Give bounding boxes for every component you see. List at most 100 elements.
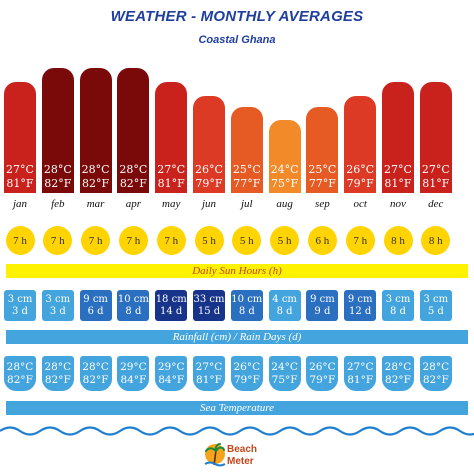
temperature-column: 27°C 81°F bbox=[4, 55, 36, 193]
rainfall-box: 33 cm 15 d bbox=[193, 290, 225, 321]
temperature-fahrenheit: 81°F bbox=[384, 177, 412, 190]
temperature-column: 27°C 81°F bbox=[382, 55, 414, 193]
temperature-bar: 25°C 77°F bbox=[230, 106, 263, 193]
temperature-celsius: 27°C bbox=[157, 163, 186, 176]
sea-temperature-box: 28°C 82°F bbox=[382, 356, 414, 391]
sea-temperature-box: 26°C 79°F bbox=[230, 356, 263, 391]
sun-hours-badge: 6 h bbox=[307, 226, 337, 255]
temperature-value: 28°C 82°F bbox=[119, 163, 147, 191]
temperature-celsius: 27°C bbox=[384, 163, 412, 176]
sea-temperature-box: 28°C 82°F bbox=[79, 356, 112, 391]
temperature-bar: 27°C 81°F bbox=[4, 82, 36, 193]
sun-hours-label: Daily Sun Hours (h) bbox=[192, 265, 282, 277]
sea-fahrenheit: 84°F bbox=[158, 373, 185, 386]
rain-days: 15 d bbox=[197, 305, 221, 317]
page-title: WEATHER - MONTHLY AVERAGES bbox=[110, 8, 364, 25]
month-label: jul bbox=[240, 198, 253, 210]
rainfall-box: 18 cm 14 d bbox=[155, 290, 188, 321]
sea-celsius: 24°C bbox=[271, 360, 298, 373]
temperature-bar: 26°C 79°F bbox=[344, 96, 377, 193]
sea-celsius: 27°C bbox=[195, 360, 223, 373]
page-subtitle: Coastal Ghana bbox=[198, 34, 276, 46]
sun-hours-badge: 8 h bbox=[421, 226, 451, 255]
rainfall-cm: 3 cm bbox=[45, 293, 71, 305]
temperature-celsius: 26°C bbox=[346, 163, 375, 176]
rain-days: 8 d bbox=[125, 305, 142, 317]
temperature-column: 27°C 81°F bbox=[155, 55, 188, 193]
month-label: jan bbox=[12, 198, 28, 210]
rainfall-box: 3 cm 3 d bbox=[4, 290, 36, 321]
sea-celsius: 28°C bbox=[44, 360, 72, 373]
temperature-celsius: 25°C bbox=[308, 163, 337, 176]
temperature-value: 27°C 81°F bbox=[157, 163, 185, 191]
month-label: aug bbox=[276, 198, 293, 210]
sea-fahrenheit: 75°F bbox=[271, 373, 298, 386]
sea-temperature-box: 27°C 81°F bbox=[193, 356, 225, 391]
temperature-column: 27°C 81°F bbox=[419, 55, 452, 193]
temperature-bar: 27°C 81°F bbox=[382, 82, 414, 193]
rainfall-cm: 3 cm bbox=[423, 293, 449, 305]
temperature-value: 27°C 81°F bbox=[6, 163, 34, 191]
rainfall-cm: 10 cm bbox=[117, 293, 149, 305]
sea-temperature-box: 29°C 84°F bbox=[117, 356, 150, 391]
temperature-value: 28°C 82°F bbox=[44, 163, 72, 191]
temperature-celsius: 27°C bbox=[6, 163, 34, 176]
temperature-fahrenheit: 79°F bbox=[346, 177, 374, 190]
temperature-fahrenheit: 81°F bbox=[6, 177, 34, 190]
rain-days: 14 d bbox=[160, 305, 183, 317]
temperature-bar: 28°C 82°F bbox=[41, 67, 74, 193]
sea-temperature-label: Sea Temperature bbox=[199, 402, 275, 414]
temperature-celsius: 24°C bbox=[270, 163, 299, 176]
sea-temperature-box: 29°C 84°F bbox=[155, 356, 188, 391]
temperature-celsius: 26°C bbox=[195, 163, 223, 176]
rainfall-cm: 9 cm bbox=[83, 293, 108, 305]
rainfall-box: 9 cm 6 d bbox=[79, 290, 112, 321]
rain-days: 8 d bbox=[238, 305, 255, 317]
wave-decoration bbox=[0, 426, 474, 436]
rain-days: 12 d bbox=[349, 305, 372, 317]
temperature-fahrenheit: 79°F bbox=[195, 177, 223, 190]
month-label: oct bbox=[353, 198, 367, 210]
rainfall-box: 9 cm 9 d bbox=[306, 290, 339, 321]
sun-hours-band: Daily Sun Hours (h) bbox=[6, 264, 468, 278]
rainfall-box: 4 cm 8 d bbox=[268, 290, 301, 321]
sea-fahrenheit: 79°F bbox=[309, 373, 336, 386]
rainfall-box: 10 cm 8 d bbox=[230, 290, 263, 321]
temperature-fahrenheit: 77°F bbox=[308, 177, 336, 190]
logo-text-line2: Meter bbox=[227, 456, 254, 467]
beach-meter-logo: Beach Meter bbox=[203, 440, 273, 470]
temperature-bar: 26°C 79°F bbox=[193, 96, 225, 193]
sea-fahrenheit: 82°F bbox=[44, 373, 71, 386]
temperature-fahrenheit: 77°F bbox=[233, 177, 261, 190]
sun-hours-badge: 7 h bbox=[81, 226, 111, 255]
sea-fahrenheit: 82°F bbox=[385, 373, 411, 386]
month-row: jan feb mar apr may jun jul aug sep oct nov dec bbox=[4, 198, 470, 214]
rainfall-cm: 3 cm bbox=[385, 293, 411, 305]
month-label: jun bbox=[201, 198, 217, 210]
sea-fahrenheit: 79°F bbox=[233, 373, 260, 386]
temperature-celsius: 28°C bbox=[43, 163, 72, 176]
sun-hours-badge: 5 h bbox=[232, 226, 262, 255]
temperature-fahrenheit: 75°F bbox=[271, 177, 299, 190]
rainfall-cm: 10 cm bbox=[231, 293, 263, 305]
sea-fahrenheit: 82°F bbox=[422, 373, 449, 386]
temperature-celsius: 28°C bbox=[119, 163, 148, 176]
temperature-value: 26°C 79°F bbox=[346, 163, 374, 191]
sun-hours-badge: 5 h bbox=[270, 226, 300, 255]
sun-hours-badge: 7 h bbox=[43, 226, 73, 255]
rainfall-cm: 9 cm bbox=[347, 293, 373, 305]
rainfall-box: 3 cm 5 d bbox=[419, 290, 452, 321]
month-label: feb bbox=[51, 198, 65, 210]
temperature-bar: 28°C 82°F bbox=[79, 67, 112, 193]
sea-celsius: 28°C bbox=[82, 360, 109, 373]
rainfall-box: 3 cm 8 d bbox=[382, 290, 414, 321]
sea-temperature-box: 27°C 81°F bbox=[344, 356, 377, 391]
temperature-value: 28°C 82°F bbox=[82, 163, 110, 191]
sea-celsius: 28°C bbox=[6, 360, 34, 373]
temperature-bar: 25°C 77°F bbox=[306, 106, 339, 193]
rainfall-label: Rainfall (cm) / Rain Days (d) bbox=[172, 331, 302, 343]
temperature-fahrenheit: 82°F bbox=[82, 177, 110, 190]
temperature-value: 25°C 77°F bbox=[308, 163, 336, 191]
sea-temperature-box: 26°C 79°F bbox=[306, 356, 339, 391]
